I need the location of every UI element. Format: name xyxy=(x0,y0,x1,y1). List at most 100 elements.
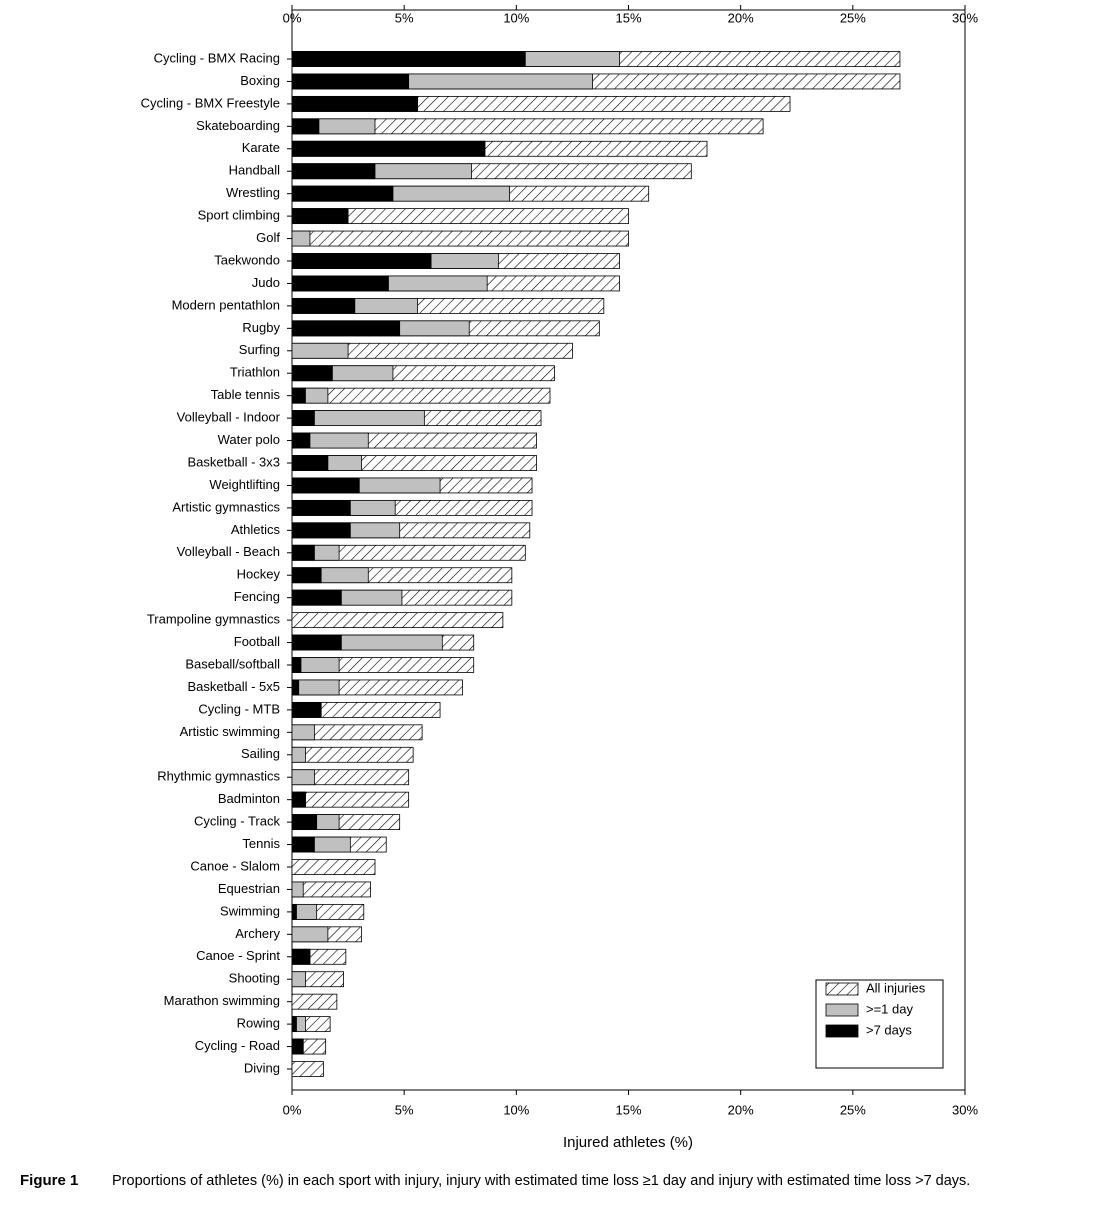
bar xyxy=(291,118,320,135)
y-tick-label: Judo xyxy=(252,275,280,290)
bar xyxy=(291,342,349,359)
legend-swatch xyxy=(825,1003,859,1017)
bar xyxy=(291,589,342,606)
y-tick-label: Fencing xyxy=(234,589,280,604)
x-tick-label-bottom: 15% xyxy=(615,1102,641,1117)
x-tick-label-bottom: 25% xyxy=(840,1102,866,1117)
bar xyxy=(291,297,356,314)
bar xyxy=(291,701,322,718)
y-tick-label: Golf xyxy=(256,230,280,245)
bar xyxy=(291,836,315,853)
y-tick-label: Handball xyxy=(229,163,280,178)
x-tick-label-bottom: 5% xyxy=(395,1102,414,1117)
x-tick-label-top: 10% xyxy=(503,10,529,25)
bar xyxy=(291,567,322,584)
y-tick-label: Artistic gymnastics xyxy=(172,499,280,514)
bar xyxy=(291,634,342,651)
bar xyxy=(291,612,504,629)
bar xyxy=(291,499,351,516)
bar xyxy=(291,993,338,1010)
y-tick-label: Basketball - 3x3 xyxy=(188,454,281,469)
bar xyxy=(291,387,551,404)
y-tick-label: Rowing xyxy=(237,1016,280,1031)
y-tick-label: Equestrian xyxy=(218,881,280,896)
bar xyxy=(291,95,419,112)
bar xyxy=(291,185,394,202)
bar xyxy=(291,881,304,898)
bar xyxy=(291,881,371,898)
y-tick-label: Triathlon xyxy=(230,365,280,380)
caption: Proportions of athletes (%) in each spor… xyxy=(112,1173,970,1189)
y-tick-label: Karate xyxy=(242,140,280,155)
bar xyxy=(291,948,311,965)
x-axis-label: Injured athletes (%) xyxy=(563,1134,693,1151)
bar xyxy=(291,903,297,920)
x-tick-label-bottom: 10% xyxy=(503,1102,529,1117)
bar xyxy=(291,544,315,561)
bar xyxy=(291,1061,324,1077)
legend-label: >7 days xyxy=(866,1022,912,1037)
y-tick-label: Athletics xyxy=(231,522,281,537)
legend-label: >=1 day xyxy=(866,1001,913,1016)
y-tick-label: Taekwondo xyxy=(214,252,280,267)
y-tick-label: Water polo xyxy=(218,432,280,447)
y-tick-label: Weightlifting xyxy=(209,477,280,492)
x-tick-label-top: 30% xyxy=(952,10,978,25)
y-tick-label: Canoe - Sprint xyxy=(196,948,280,963)
bar xyxy=(291,1016,297,1033)
bar xyxy=(291,275,389,292)
y-tick-label: Diving xyxy=(244,1060,280,1075)
bar xyxy=(291,926,329,943)
y-tick-label: Surfing xyxy=(239,342,280,357)
x-tick-label-top: 0% xyxy=(283,10,302,25)
caption-label: Figure 1 xyxy=(20,1172,78,1189)
bar xyxy=(291,657,302,673)
bar xyxy=(291,522,351,539)
bar xyxy=(291,432,311,449)
y-tick-label: Cycling - Road xyxy=(195,1038,280,1053)
bar xyxy=(291,971,306,988)
bar xyxy=(291,230,311,247)
y-tick-label: Football xyxy=(234,634,280,649)
x-tick-label-top: 25% xyxy=(840,10,866,25)
x-tick-label-bottom: 30% xyxy=(952,1102,978,1117)
x-tick-label-top: 5% xyxy=(395,10,414,25)
y-tick-label: Wrestling xyxy=(226,185,280,200)
bar xyxy=(291,140,486,157)
x-tick-label-top: 15% xyxy=(615,10,641,25)
y-tick-label: Basketball - 5x5 xyxy=(188,679,281,694)
bar xyxy=(291,746,414,763)
y-tick-label: Sport climbing xyxy=(198,208,280,223)
bar xyxy=(291,230,629,247)
legend-swatch xyxy=(825,982,859,996)
y-tick-label: Marathon swimming xyxy=(164,993,280,1008)
bar xyxy=(291,320,401,337)
bar xyxy=(291,724,315,741)
x-tick-label-top: 20% xyxy=(728,10,754,25)
y-tick-label: Volleyball - Beach xyxy=(177,544,280,559)
y-tick-label: Skateboarding xyxy=(196,118,280,133)
y-tick-label: Cycling - BMX Freestyle xyxy=(141,95,280,110)
x-tick-label-bottom: 20% xyxy=(728,1102,754,1117)
y-tick-label: Modern pentathlon xyxy=(172,297,280,312)
bar xyxy=(291,163,376,180)
y-tick-label: Shooting xyxy=(229,971,280,986)
bar xyxy=(291,51,526,67)
y-tick-label: Artistic swimming xyxy=(180,724,280,739)
y-tick-label: Sailing xyxy=(241,746,280,761)
y-tick-label: Rugby xyxy=(242,320,280,335)
bar xyxy=(291,387,306,404)
bar xyxy=(291,814,318,831)
bar xyxy=(291,746,306,763)
bar xyxy=(291,253,432,269)
bar xyxy=(291,410,315,427)
y-tick-label: Tennis xyxy=(242,836,280,851)
y-tick-label: Cycling - BMX Racing xyxy=(154,50,280,65)
bar xyxy=(291,73,410,90)
bar xyxy=(291,365,333,382)
bar xyxy=(291,769,315,786)
bar xyxy=(291,791,410,808)
y-tick-label: Table tennis xyxy=(211,387,281,402)
y-tick-label: Baseball/softball xyxy=(185,656,280,671)
